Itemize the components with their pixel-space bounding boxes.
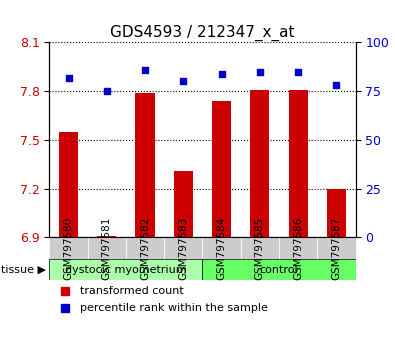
FancyBboxPatch shape — [49, 237, 88, 259]
Bar — [135, 93, 154, 237]
Bar — [202, 259, 356, 280]
FancyBboxPatch shape — [88, 237, 126, 259]
Point — [295, 69, 301, 75]
Text: tissue ▶: tissue ▶ — [0, 265, 45, 275]
Text: dystocic myometrium: dystocic myometrium — [65, 265, 187, 275]
Bar — [288, 90, 308, 237]
Point — [218, 71, 225, 76]
FancyBboxPatch shape — [126, 237, 164, 259]
Text: GSM797581: GSM797581 — [102, 216, 112, 280]
Bar — [327, 189, 346, 237]
FancyBboxPatch shape — [279, 237, 317, 259]
Title: GDS4593 / 212347_x_at: GDS4593 / 212347_x_at — [110, 25, 295, 41]
Text: control: control — [260, 265, 298, 275]
Point — [333, 82, 340, 88]
Text: GSM797584: GSM797584 — [216, 216, 227, 280]
Text: GSM797586: GSM797586 — [293, 216, 303, 280]
Text: GSM797580: GSM797580 — [64, 216, 73, 280]
Bar — [49, 259, 202, 280]
Text: transformed count: transformed count — [80, 286, 184, 296]
FancyBboxPatch shape — [241, 237, 279, 259]
Point — [180, 79, 186, 84]
Bar — [59, 132, 78, 237]
Point — [103, 88, 110, 94]
FancyBboxPatch shape — [202, 237, 241, 259]
Point — [257, 69, 263, 75]
FancyBboxPatch shape — [164, 237, 202, 259]
Text: GSM797582: GSM797582 — [140, 216, 150, 280]
Text: GSM797587: GSM797587 — [331, 216, 341, 280]
Text: GSM797583: GSM797583 — [178, 216, 188, 280]
Text: percentile rank within the sample: percentile rank within the sample — [80, 303, 268, 313]
Point — [65, 75, 71, 80]
Point — [142, 67, 148, 73]
Text: GSM797585: GSM797585 — [255, 216, 265, 280]
FancyBboxPatch shape — [317, 237, 356, 259]
Bar — [250, 90, 269, 237]
Bar — [97, 235, 117, 237]
Bar — [212, 101, 231, 237]
Bar — [174, 171, 193, 237]
